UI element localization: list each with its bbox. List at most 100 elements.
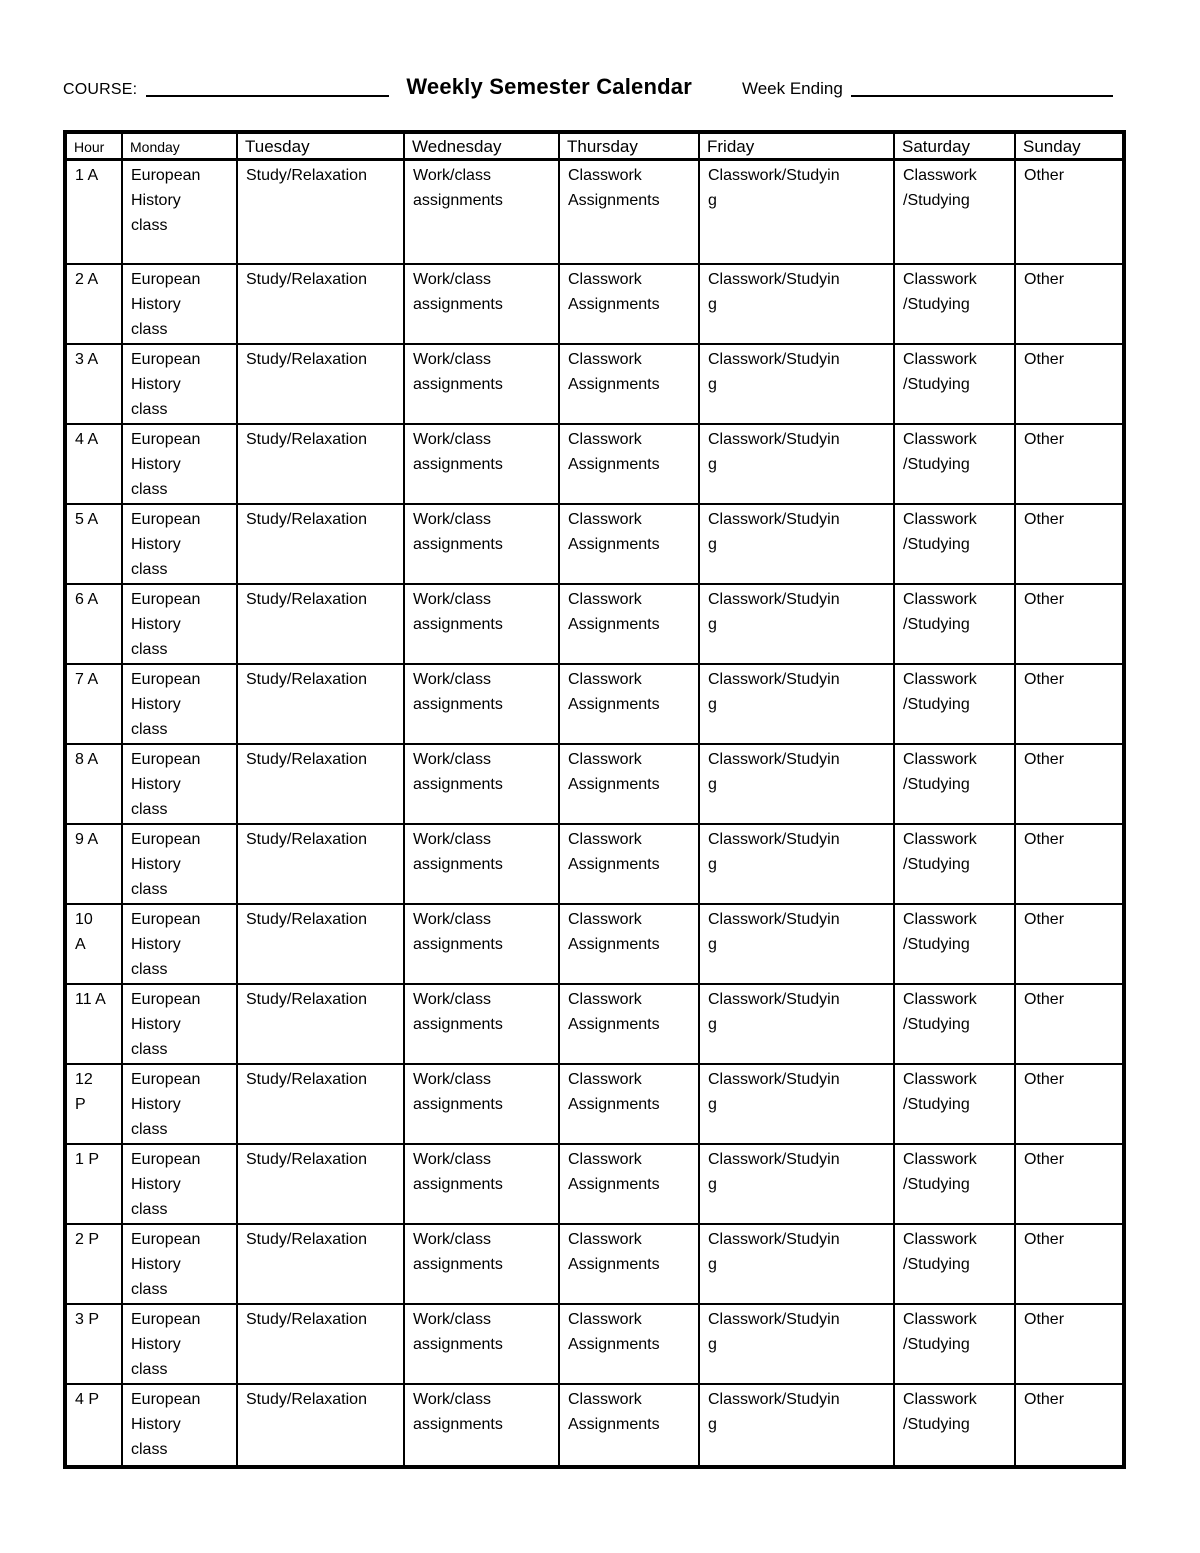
day-cell: European History class	[123, 1225, 238, 1305]
day-cell: Classwork/Studying	[700, 1225, 895, 1305]
day-cell: Classwork/Studying	[700, 161, 895, 265]
day-cell: Other	[1016, 985, 1122, 1065]
day-cell: Work/class assignments	[405, 1305, 560, 1385]
day-cell: Other	[1016, 585, 1122, 665]
day-cell: Study/Relaxation	[238, 265, 405, 345]
hour-cell: 10 A	[67, 905, 123, 985]
day-cell: European History class	[123, 1385, 238, 1465]
hour-cell: 6 A	[67, 585, 123, 665]
day-cell: Study/Relaxation	[238, 905, 405, 985]
day-cell: Work/class assignments	[405, 1225, 560, 1305]
page-title: Weekly Semester Calendar	[406, 74, 692, 99]
day-cell: European History class	[123, 345, 238, 425]
day-cell: Classwork /Studying	[895, 905, 1016, 985]
hour-cell: 4 P	[67, 1385, 123, 1465]
day-cell: Classwork /Studying	[895, 745, 1016, 825]
day-cell: Classwork/Studying	[700, 665, 895, 745]
day-cell: Classwork Assignments	[560, 985, 700, 1065]
day-cell: Study/Relaxation	[238, 1065, 405, 1145]
day-cell: Other	[1016, 905, 1122, 985]
day-cell: Classwork/Studying	[700, 505, 895, 585]
day-cell: Classwork /Studying	[895, 345, 1016, 425]
hour-cell: 12 P	[67, 1065, 123, 1145]
day-cell: Classwork Assignments	[560, 1065, 700, 1145]
column-header-tuesday: Tuesday	[238, 134, 405, 161]
day-cell: Classwork /Studying	[895, 1305, 1016, 1385]
day-cell: European History class	[123, 1065, 238, 1145]
document-header: COURSE: Weekly Semester Calendar Week En…	[63, 74, 1138, 100]
day-cell: Classwork/Studying	[700, 1145, 895, 1225]
day-cell: Other	[1016, 745, 1122, 825]
day-cell: Classwork /Studying	[895, 825, 1016, 905]
hour-cell: 11 A	[67, 985, 123, 1065]
week-ending-blank-line	[850, 95, 1113, 97]
day-cell: Classwork Assignments	[560, 585, 700, 665]
day-cell: Classwork Assignments	[560, 265, 700, 345]
day-cell: Study/Relaxation	[238, 985, 405, 1065]
day-cell: Other	[1016, 1305, 1122, 1385]
day-cell: Study/Relaxation	[238, 745, 405, 825]
day-cell: Classwork Assignments	[560, 1225, 700, 1305]
week-ending-label: Week Ending	[741, 79, 843, 98]
day-cell: Classwork Assignments	[560, 1305, 700, 1385]
hour-cell: 1 P	[67, 1145, 123, 1225]
column-header-hour: Hour	[67, 134, 123, 161]
day-cell: Study/Relaxation	[238, 585, 405, 665]
day-cell: Work/class assignments	[405, 825, 560, 905]
day-cell: European History class	[123, 585, 238, 665]
day-cell: Work/class assignments	[405, 425, 560, 505]
day-cell: European History class	[123, 1305, 238, 1385]
day-cell: Other	[1024, 1391, 1065, 1408]
day-cell: Study/Relaxation	[238, 425, 405, 505]
day-cell: Work/class assignments	[405, 265, 560, 345]
day-cell: Study/Relaxation	[238, 1145, 405, 1225]
day-cell: European History class	[123, 745, 238, 825]
day-cell: Classwork/Studying	[700, 745, 895, 825]
day-cell: Classwork Assignments	[560, 505, 700, 585]
day-cell: Work/class assignments	[405, 1145, 560, 1225]
day-cell: Classwork /Studying	[895, 665, 1016, 745]
hour-cell: 3 A	[67, 345, 123, 425]
hour-cell: 4 A	[67, 425, 123, 505]
day-cell: Classwork/Studying	[700, 1385, 895, 1465]
day-cell: Classwork/Studying	[700, 825, 895, 905]
hour-cell: 9 A	[67, 825, 123, 905]
column-header-thursday: Thursday	[560, 134, 700, 161]
day-cell: Other	[1016, 1065, 1122, 1145]
day-cell: Study/Relaxation	[238, 825, 405, 905]
day-cell: Classwork /Studying	[895, 1065, 1016, 1145]
day-cell: Study/Relaxation	[238, 345, 405, 425]
column-header-saturday: Saturday	[895, 134, 1016, 161]
column-header-friday: Friday	[700, 134, 895, 161]
day-cell: European History class	[123, 505, 238, 585]
day-cell: Work/class assignments	[405, 745, 560, 825]
day-cell: Study/Relaxation	[238, 505, 405, 585]
hour-cell: 5 A	[67, 505, 123, 585]
day-cell: Work/class assignments	[405, 985, 560, 1065]
weekly-calendar-table: Hour Monday Tuesday Wednesday Thursday F…	[63, 130, 1126, 1469]
column-header-monday: Monday	[123, 134, 238, 161]
day-cell: Classwork Assignments	[560, 1145, 700, 1225]
day-cell: European History class	[123, 425, 238, 505]
course-blank-line	[146, 95, 390, 97]
day-cell: Classwork /Studying	[895, 265, 1016, 345]
day-cell: Other	[1016, 505, 1122, 585]
day-cell: Classwork /Studying	[895, 585, 1016, 665]
day-cell: Classwork /Studying	[895, 1145, 1016, 1225]
hour-cell: 8 A	[67, 745, 123, 825]
day-cell: Other	[1016, 265, 1122, 345]
column-header-wednesday: Wednesday	[405, 134, 560, 161]
day-cell: Other	[1016, 345, 1122, 425]
day-cell: Classwork Assignments	[560, 905, 700, 985]
course-label: COURSE:	[63, 81, 138, 98]
day-cell: Classwork Assignments	[560, 1385, 700, 1465]
day-cell: Classwork/Studying	[700, 985, 895, 1065]
day-cell: Study/Relaxation	[238, 1385, 405, 1465]
day-cell: Classwork/Studying	[700, 1305, 895, 1385]
day-cell: Classwork Assignments	[560, 665, 700, 745]
day-cell: Classwork /Studying	[895, 1225, 1016, 1305]
column-header-sunday: Sunday	[1016, 134, 1122, 161]
day-cell: Work/class assignments	[405, 585, 560, 665]
day-cell: Study/Relaxation	[238, 1225, 405, 1305]
